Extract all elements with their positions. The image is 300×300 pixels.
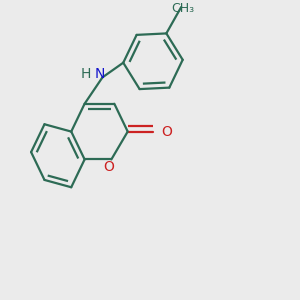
Text: O: O [161,124,172,139]
Text: N: N [95,68,105,81]
Text: H: H [81,68,91,81]
Text: CH₃: CH₃ [171,2,194,15]
Text: O: O [103,160,114,174]
